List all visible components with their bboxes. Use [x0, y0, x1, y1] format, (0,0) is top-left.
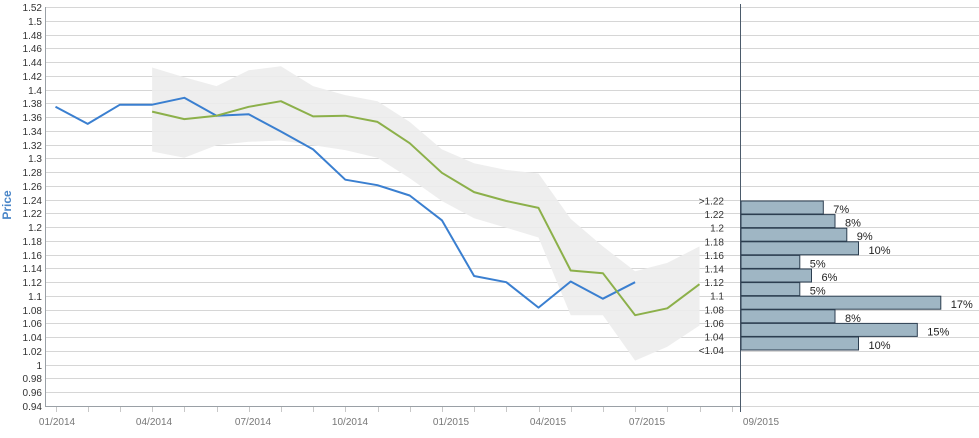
distribution-layer: >1.22 1.22 1.2 1.18 1.16 1.14 1.12 1.1 1.08 1.06 1…: [699, 197, 973, 358]
y-tick-label: 1.22: [23, 209, 43, 220]
distribution-category-label: 1.08: [705, 305, 725, 316]
y-tick-label: 1.5: [28, 17, 42, 28]
distribution-category-label: 1.22: [705, 210, 725, 221]
y-tick-label: 1.32: [23, 141, 43, 152]
y-tick-label: 1.06: [23, 319, 43, 330]
axis-layer: 0.94 0.96 0.98 1 1.02 1.04 1.06 1.08 1.1 1.12 1.14…: [23, 3, 780, 428]
y-tick-label: 1.18: [23, 237, 43, 248]
actual-series-line: [55, 96, 636, 309]
y-tick-label: 0.96: [23, 388, 43, 399]
x-tick-label: 01/2015: [433, 417, 470, 428]
y-tick-label: 1.34: [23, 127, 43, 138]
distribution-value-label: 9%: [857, 231, 873, 243]
distribution-value-label: 8%: [845, 313, 861, 325]
distribution-bar: [740, 241, 859, 256]
distribution-bar: [740, 309, 836, 324]
distribution-category-label: 1.2: [710, 224, 724, 235]
y-axis-label: Price: [0, 190, 14, 220]
x-tick-label: 10/2014: [332, 417, 369, 428]
y-tick-label: 1.14: [23, 264, 43, 275]
y-tick-label: 1.1: [28, 292, 42, 303]
forecast-series-line: [151, 100, 701, 317]
distribution-bar: [740, 295, 942, 310]
distribution-category-label: 1.18: [705, 237, 725, 248]
distribution-category-label: 1.1: [710, 292, 724, 303]
y-tick-label: 1.38: [23, 99, 43, 110]
distribution-value-label: 7%: [833, 204, 849, 216]
distribution-bar: [740, 200, 824, 215]
distribution-value-label: 8%: [845, 218, 861, 230]
distribution-bar: [740, 322, 918, 337]
y-tick-label: 0.94: [23, 402, 43, 413]
distribution-category-label: <1.04: [699, 346, 725, 357]
y-tick-label: 1.46: [23, 44, 43, 55]
y-tick-label: 1.12: [23, 278, 43, 289]
distribution-category-label: 1.14: [705, 265, 725, 276]
y-tick-label: 1.28: [23, 168, 43, 179]
distribution-category-label: 1.04: [705, 333, 725, 344]
y-tick-label: 1.26: [23, 182, 43, 193]
distribution-value-label: 10%: [869, 340, 891, 352]
x-tick-label: 04/2015: [530, 417, 567, 428]
y-tick-label: 1.4: [28, 86, 42, 97]
y-tick-label: 1.3: [28, 154, 42, 165]
distribution-category-label: 1.16: [705, 251, 725, 262]
x-tick-label: 04/2014: [136, 417, 173, 428]
distribution-category-label: >1.22: [699, 197, 725, 208]
x-tick-label: 01/2014: [39, 417, 76, 428]
distribution-value-label: 15%: [927, 326, 949, 338]
x-tick-label: 07/2015: [629, 417, 666, 428]
y-tick-label: 1.24: [23, 196, 43, 207]
y-tick-label: 1.42: [23, 72, 43, 83]
y-tick-label: 1.08: [23, 306, 43, 317]
y-tick-label: 0.98: [23, 374, 43, 385]
distribution-bar: [740, 227, 848, 242]
y-tick-label: 1.44: [23, 58, 43, 69]
distribution-bar: [740, 214, 836, 229]
distribution-bar: [740, 268, 812, 283]
distribution-category-label: 1.06: [705, 319, 725, 330]
distribution-bar: [740, 254, 801, 269]
distribution-value-label: 5%: [810, 286, 826, 298]
distribution-value-label: 6%: [822, 272, 838, 284]
y-tick-label: 1.36: [23, 113, 43, 124]
y-tick-label: 1.48: [23, 31, 43, 42]
x-tick-label: 09/2015: [743, 417, 780, 428]
y-tick-label: 1.04: [23, 333, 43, 344]
y-tick-label: 1.52: [23, 3, 43, 14]
distribution-value-label: 5%: [810, 258, 826, 270]
distribution-value-label: 17%: [951, 299, 973, 311]
series-line-layer: [55, 96, 701, 317]
distribution-value-label: 10%: [869, 245, 891, 257]
y-tick-label: 1.16: [23, 251, 43, 262]
y-tick-label: 1.2: [28, 223, 42, 234]
distribution-bar: [740, 336, 859, 351]
x-tick-label: 07/2014: [235, 417, 272, 428]
distribution-bar: [740, 282, 801, 297]
distribution-category-label: 1.12: [705, 278, 725, 289]
y-tick-label: 1: [36, 361, 42, 372]
y-tick-label: 1.02: [23, 347, 43, 358]
label-layer: Price: [0, 190, 14, 220]
